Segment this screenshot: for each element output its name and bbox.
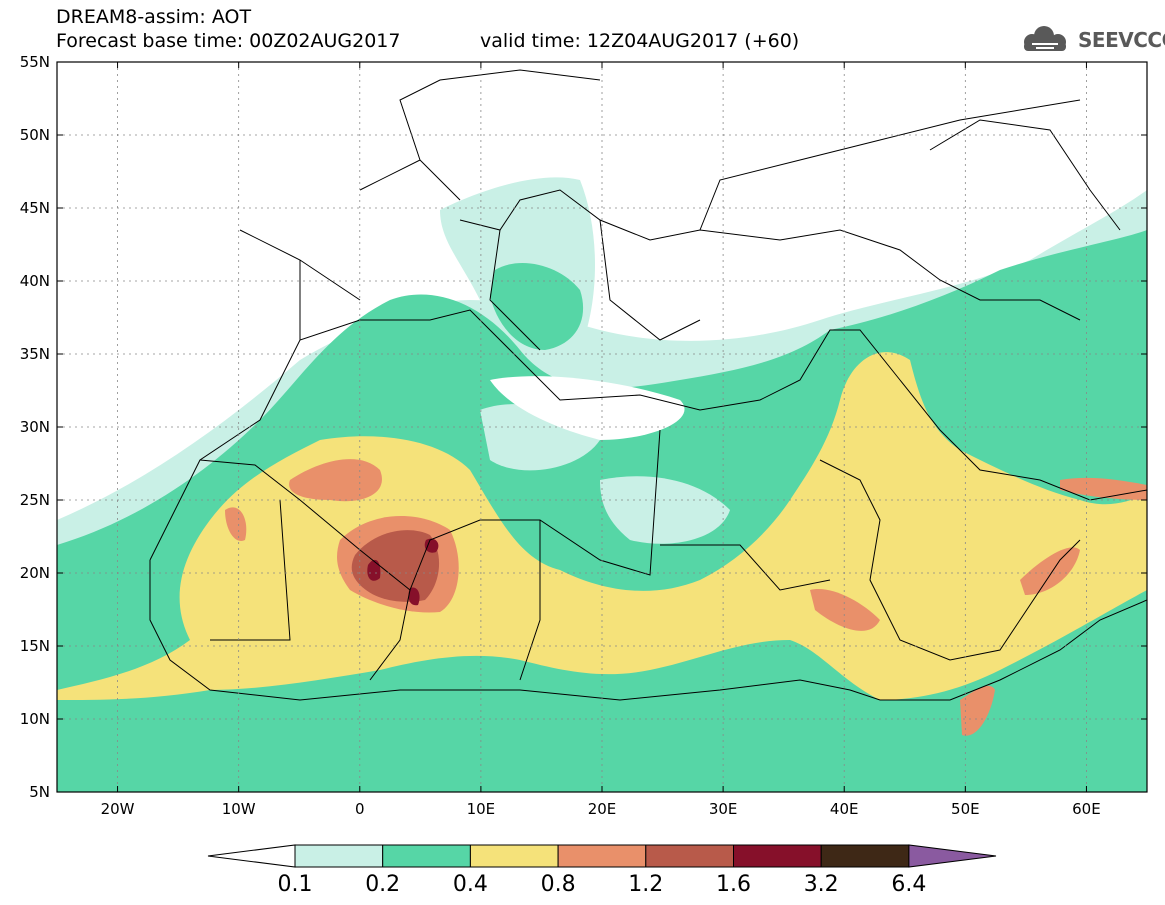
- forecast-base-time: Forecast base time: 00Z02AUG2017: [56, 30, 401, 52]
- lat-label: 10N: [19, 710, 50, 728]
- colorbar-level-label: 1.2: [628, 872, 664, 897]
- lat-label: 35N: [19, 345, 50, 363]
- aot-contour-0.4: [57, 352, 1147, 700]
- lon-label: 30E: [708, 800, 738, 818]
- lat-label: 5N: [29, 783, 50, 801]
- aot-contour-0.8: [289, 459, 382, 502]
- colorbar-swatch: [733, 844, 822, 868]
- lon-label: 50E: [951, 800, 980, 818]
- aot-contour-1.6: [424, 538, 439, 553]
- aot-contour-1.6: [367, 559, 381, 581]
- lon-label: 0: [354, 800, 365, 818]
- cloud-logo-icon: [1024, 26, 1066, 51]
- aot-contour-0.8: [810, 589, 880, 631]
- colorbar-level-label: 0.1: [277, 872, 313, 897]
- colorbar-swatch: [557, 844, 647, 868]
- colorbar-swatch: [645, 844, 734, 868]
- lat-label: 30N: [19, 418, 50, 436]
- colorbar-level-label: 6.4: [891, 872, 927, 897]
- aot-contour-0.2: [490, 262, 584, 350]
- colorbar-level-label: 0.8: [540, 872, 576, 897]
- colorbar-swatch: [820, 844, 910, 868]
- colorbar-swatch: [294, 844, 384, 868]
- colorbar-level-label: 0.2: [365, 872, 401, 897]
- map-title: DREAM8-assim: AOT: [56, 6, 252, 28]
- lat-label: 55N: [19, 53, 50, 71]
- lat-label: 15N: [19, 637, 50, 655]
- lon-label: 20W: [100, 800, 135, 818]
- colorbar-under-arrow: [207, 844, 296, 868]
- seevccc-logo-text: SEEVCCC: [1078, 28, 1165, 52]
- map-grid: [57, 62, 1147, 792]
- aot-contour-0.8: [960, 685, 995, 736]
- colorbar-level-label: 1.6: [716, 872, 751, 897]
- colorbar-level-label: 3.2: [803, 872, 839, 897]
- lon-label: 10W: [221, 800, 256, 818]
- colorbar-level-label: 0.4: [452, 872, 488, 897]
- aot-contour-1.2: [351, 530, 440, 602]
- colorbar-swatch: [382, 844, 471, 868]
- lat-label: 50N: [19, 126, 50, 144]
- aot-contour-0.8: [1020, 547, 1080, 595]
- lon-label: 40E: [829, 800, 859, 818]
- lat-label: 25N: [19, 491, 50, 509]
- aot-contour-0.8: [1060, 477, 1147, 500]
- aot-contour-1.6: [408, 587, 420, 606]
- lon-label: 10E: [466, 800, 496, 818]
- valid-time: valid time: 12Z04AUG2017 (+60): [480, 30, 800, 52]
- lat-label: 45N: [19, 199, 50, 217]
- colorbar-over-arrow: [908, 844, 997, 868]
- colorbar-swatch: [469, 844, 559, 868]
- lon-label: 60E: [1072, 800, 1101, 818]
- lat-label: 40N: [19, 272, 50, 290]
- aot-contour-0.8: [225, 507, 247, 541]
- lon-label: 20E: [587, 800, 617, 818]
- lat-label: 20N: [19, 564, 50, 582]
